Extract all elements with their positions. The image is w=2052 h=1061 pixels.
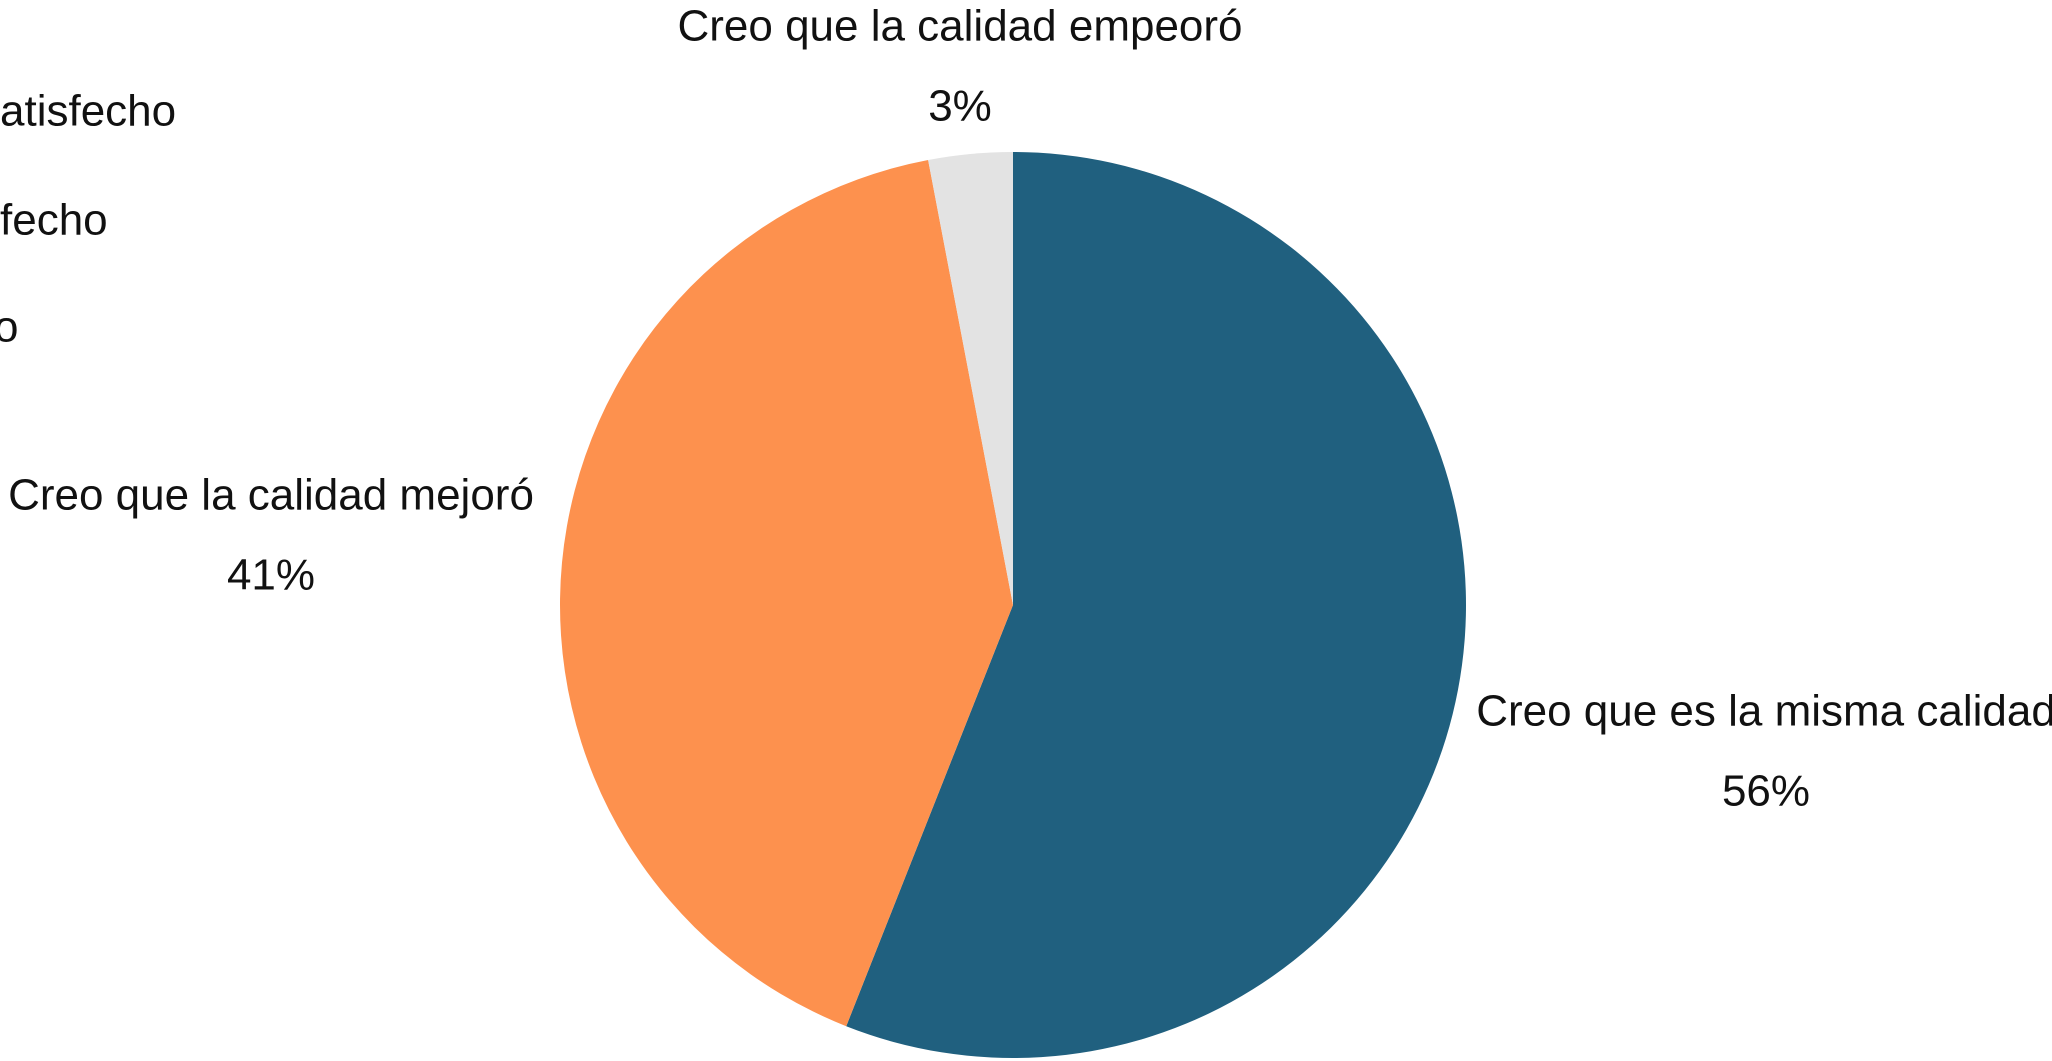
slice-value-label: 56% bbox=[1722, 767, 1810, 816]
clipped-legend-text: o bbox=[0, 303, 18, 352]
pie-slice bbox=[560, 160, 1013, 1027]
clipped-legend-text: fecho bbox=[0, 196, 108, 245]
slice-value-label: 3% bbox=[928, 82, 992, 131]
clipped-legend-text: atisfecho bbox=[0, 87, 176, 136]
pie-slice bbox=[846, 152, 1466, 1058]
slice-label: Creo que la calidad empeoró bbox=[677, 2, 1242, 51]
slice-value-label: 41% bbox=[227, 551, 315, 600]
slice-label: Creo que la calidad mejoró bbox=[8, 471, 534, 520]
slice-label: Creo que es la misma calidad bbox=[1476, 687, 2052, 736]
pie-slice bbox=[928, 152, 1013, 605]
